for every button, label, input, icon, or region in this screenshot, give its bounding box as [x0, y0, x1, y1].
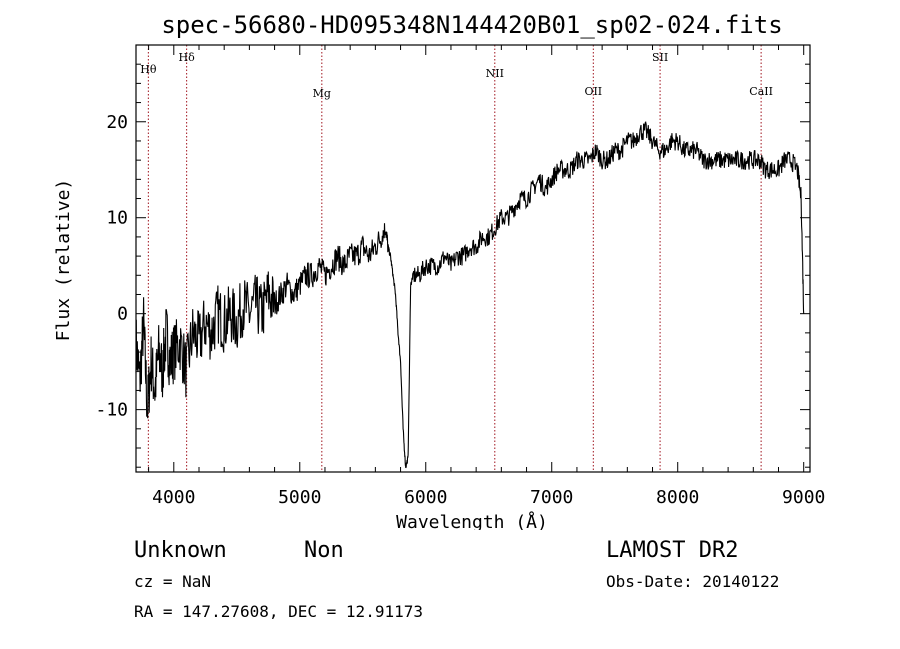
- spectral-line-label: Hδ: [179, 51, 196, 64]
- x-tick-label: 5000: [278, 487, 321, 508]
- x-axis: 4000 5000 6000 7000 8000 9000: [148, 45, 825, 508]
- y-axis: -10 0 10 20: [95, 44, 810, 468]
- chart-title: spec-56680-HD095348N144420B01_sp02-024.f…: [161, 11, 782, 39]
- x-tick-label: 9000: [782, 487, 825, 508]
- x-tick-label: 6000: [404, 487, 447, 508]
- coordinates-label: RA = 147.27608, DEC = 12.91173: [134, 602, 423, 621]
- x-tick-label: 8000: [656, 487, 699, 508]
- x-axis-label: Wavelength (Å): [396, 511, 548, 530]
- plot-frame: [135, 44, 811, 473]
- spectral-line-label: SII: [652, 51, 668, 64]
- spectral-line-label: Hθ: [140, 63, 157, 76]
- y-tick-label: 20: [106, 112, 128, 133]
- redshift-label: cz = NaN: [134, 572, 212, 591]
- spectral-line-label: OII: [584, 85, 602, 98]
- y-tick-label: 10: [106, 208, 128, 229]
- spectral-line-label: NII: [486, 67, 504, 80]
- object-class: Unknown: [134, 538, 227, 563]
- y-axis-label: Flux (relative): [53, 179, 74, 342]
- spectral-line-markers: Hθ Hδ Mg NII OII SII CaII: [140, 45, 773, 472]
- x-tick-label: 7000: [530, 487, 573, 508]
- y-tick-label: -10: [95, 400, 128, 421]
- y-tick-label: 0: [117, 304, 128, 325]
- obs-date-label: Obs-Date: 20140122: [606, 572, 780, 591]
- object-subclass: Non: [304, 538, 344, 563]
- spectrum-chart: spec-56680-HD095348N144420B01_sp02-024.f…: [53, 11, 825, 530]
- x-tick-label: 4000: [152, 487, 195, 508]
- spectral-line-label: Mg: [313, 87, 331, 100]
- spectrum-line: [135, 120, 805, 469]
- survey-label: LAMOST DR2: [606, 538, 739, 563]
- spectral-line-label: CaII: [749, 85, 773, 98]
